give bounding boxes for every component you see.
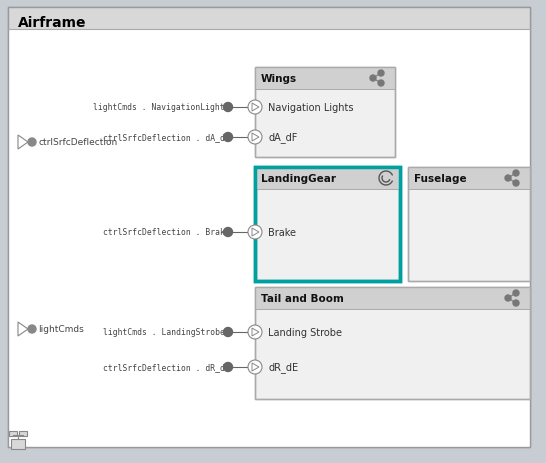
Text: dR_dE: dR_dE [268,362,298,373]
Text: LandingGear: LandingGear [261,174,336,184]
Bar [255,168,400,189]
Text: lightCmds: lightCmds [38,325,84,334]
Circle shape [223,228,233,237]
Text: Landing Strobe: Landing Strobe [268,327,342,337]
Circle shape [223,363,233,372]
Bar [255,68,395,158]
Circle shape [513,181,519,187]
Bar [408,168,530,282]
Bar [255,288,530,399]
Text: lightCmds . LandingStrobe: lightCmds . LandingStrobe [103,328,225,337]
Bar [8,8,530,30]
Polygon shape [252,104,259,112]
Polygon shape [252,229,259,237]
Text: Fuselage: Fuselage [414,174,467,184]
Text: Tail and Boom: Tail and Boom [261,294,344,303]
Polygon shape [18,136,28,150]
Text: ctrlSrfcDeflection . Brake: ctrlSrfcDeflection . Brake [103,228,230,237]
Text: Airframe: Airframe [18,16,86,30]
Circle shape [248,101,262,115]
Bar [255,168,400,282]
Circle shape [378,81,384,87]
Circle shape [223,103,233,112]
Text: Wings: Wings [261,74,297,84]
Circle shape [513,300,519,307]
Polygon shape [18,322,28,336]
Circle shape [513,171,519,176]
Bar [408,168,530,189]
Circle shape [248,325,262,339]
Text: dA_dF: dA_dF [268,132,298,143]
Text: ctrlSrfcDeflection: ctrlSrfcDeflection [38,138,117,147]
Circle shape [513,290,519,296]
Circle shape [505,295,511,301]
Circle shape [248,225,262,239]
Text: Navigation Lights: Navigation Lights [268,103,353,113]
Circle shape [370,76,376,82]
Circle shape [378,71,384,77]
Circle shape [248,360,262,374]
Text: ctrlSrfcDeflection . dA_dF: ctrlSrfcDeflection . dA_dF [103,133,230,142]
Polygon shape [252,328,259,336]
Bar [255,288,530,399]
Bar [9,431,17,436]
Polygon shape [252,363,259,371]
Bar [19,431,27,436]
Circle shape [28,325,36,333]
Circle shape [28,139,36,147]
Text: lightCmds . NavigationLights: lightCmds . NavigationLights [93,103,229,112]
Polygon shape [252,134,259,142]
Bar [255,68,395,90]
Circle shape [223,133,233,142]
Circle shape [505,175,511,181]
Circle shape [248,131,262,144]
Circle shape [223,328,233,337]
Text: Brake: Brake [268,227,296,238]
Bar [11,439,25,449]
Text: ctrlSrfcDeflection . dR_dE: ctrlSrfcDeflection . dR_dE [103,363,230,372]
Bar [255,168,400,282]
Bar [255,288,530,309]
Bar [255,68,395,158]
Bar [408,168,530,282]
